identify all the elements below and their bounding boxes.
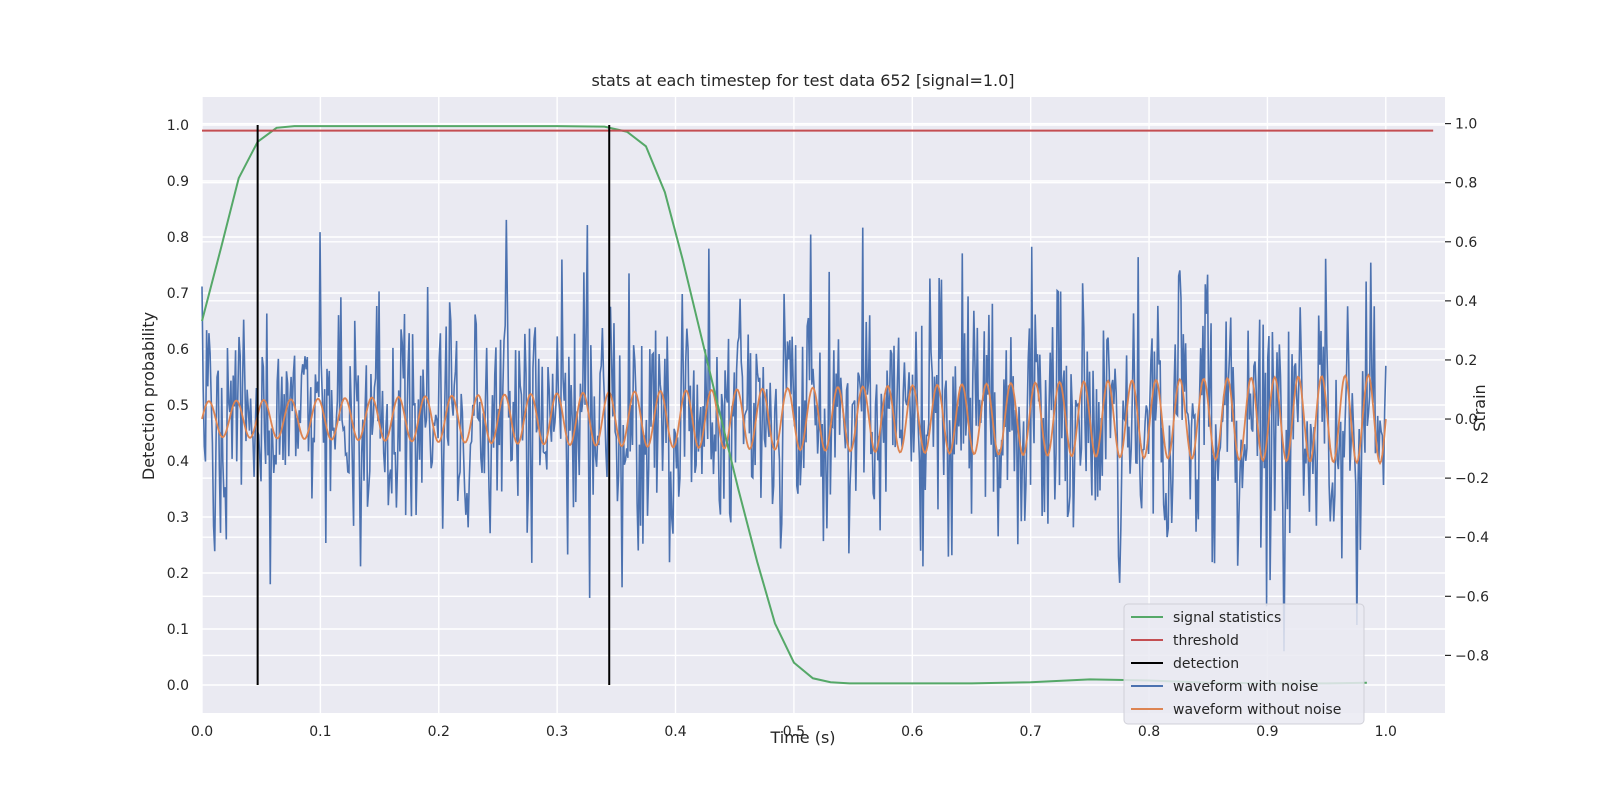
y-tick-label: 0.7	[167, 286, 189, 302]
y2-tick-label: −0.8	[1455, 648, 1489, 664]
x-tick-label: 0.6	[901, 724, 923, 740]
legend-label-detection: detection	[1173, 656, 1239, 672]
y2-tick-label: 0.0	[1455, 412, 1477, 428]
y2-tick-label: −0.4	[1455, 530, 1489, 546]
x-tick-label: 0.1	[309, 724, 331, 740]
waveform-with-noise-layer	[201, 219, 1387, 652]
legend-box	[1123, 603, 1365, 725]
x-tick-label: 0.0	[191, 724, 213, 740]
x-tick-label: 0.9	[1256, 724, 1278, 740]
y-tick-label: 0.1	[167, 622, 189, 638]
y-tick-label: 0.2	[167, 566, 189, 582]
legend: signal statistics threshold detection wa…	[1123, 603, 1365, 725]
chart-title: stats at each timestep for test data 652…	[591, 71, 1014, 90]
waveform-without-noise-layer	[201, 373, 1387, 466]
x-tick-label: 0.4	[664, 724, 686, 740]
legend-label-signal-statistics: signal statistics	[1173, 610, 1281, 626]
y2-tick-label: −0.6	[1455, 589, 1489, 605]
y-axis-ticks: 0.0 0.1 0.2 0.3 0.4 0.5 0.6 0.7 0.8 0.9 1.0	[167, 118, 189, 694]
x-tick-label: 0.7	[1020, 724, 1042, 740]
x-tick-label: 0.2	[428, 724, 450, 740]
legend-label-waveform-with-noise: waveform with noise	[1173, 679, 1318, 695]
x-tick-label: 0.5	[783, 724, 805, 740]
y-tick-label: 0.3	[167, 510, 189, 526]
y-tick-label: 0.0	[167, 678, 189, 694]
y-tick-label: 1.0	[167, 118, 189, 134]
y2-axis-title: Strain	[1470, 384, 1489, 431]
detection-layer	[256, 125, 611, 685]
y2-tick-label: −0.2	[1455, 471, 1489, 487]
x-axis-ticks: 0.0 0.1 0.2 0.3 0.4 0.5 0.6 0.7 0.8 0.9 1.0	[191, 724, 1397, 740]
series-waveform-with-noise	[201, 219, 1387, 652]
x-axis-title: Time (s)	[769, 728, 835, 747]
series-signal-statistics	[201, 125, 1367, 685]
legend-label-waveform-without-noise: waveform without noise	[1173, 702, 1341, 718]
y-tick-label: 0.8	[167, 230, 189, 246]
y2-tick-label: 0.4	[1455, 294, 1477, 310]
y-axis-title: Detection probability	[139, 312, 158, 480]
signal-statistics-layer	[201, 125, 1367, 685]
y-tick-label: 0.6	[167, 342, 189, 358]
y2-tick-label: 0.8	[1455, 176, 1477, 192]
series-waveform-without-noise	[201, 373, 1387, 466]
y2-tick-label: 0.2	[1455, 353, 1477, 369]
y-tick-label: 0.5	[167, 398, 189, 414]
x-tick-label: 0.3	[546, 724, 568, 740]
y2-tick-label: 1.0	[1455, 117, 1477, 133]
y-tick-label: 0.9	[167, 174, 189, 190]
y2-axis-ticks: −0.8 −0.6 −0.4 −0.2 0.0 0.2 0.4 0.6 0.8 1.0	[1445, 117, 1489, 664]
y-tick-label: 0.4	[167, 454, 189, 470]
x-tick-label: 1.0	[1375, 724, 1397, 740]
legend-label-threshold: threshold	[1173, 633, 1239, 649]
y2-tick-label: 0.6	[1455, 235, 1477, 251]
x-tick-label: 0.8	[1138, 724, 1160, 740]
